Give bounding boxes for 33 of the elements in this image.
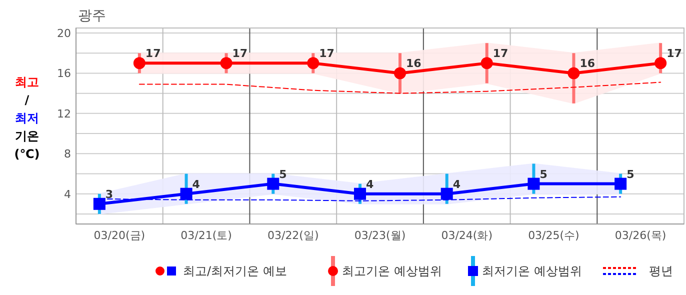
x-tick-label: 03/22(일) <box>267 229 319 242</box>
y-tick-label: 4 <box>64 188 71 201</box>
x-tick-label: 03/24(화) <box>441 229 493 242</box>
data-label: 17 <box>232 47 248 60</box>
y-tick-label: 8 <box>64 148 71 161</box>
y-axis-title: 최고/최저 기온 (℃) <box>14 75 40 161</box>
legend-label: 평년 <box>649 264 673 278</box>
x-tick-label: 03/26(목) <box>614 229 666 242</box>
y-tick-label: 16 <box>57 67 71 80</box>
chart-title: 광주 <box>78 8 106 24</box>
data-label: 16 <box>406 57 422 70</box>
x-tick-label: 03/25(수) <box>528 229 580 242</box>
data-label: 16 <box>580 57 596 70</box>
data-label: 17 <box>319 47 334 60</box>
data-label: 4 <box>366 178 374 191</box>
y-tick-label: 12 <box>57 107 71 120</box>
data-label: 5 <box>279 168 287 181</box>
data-label: 17 <box>492 47 508 60</box>
line-series <box>138 82 662 94</box>
data-label: 5 <box>626 168 634 181</box>
legend-title: 최고/최저기온 예보 <box>183 264 287 278</box>
data-label: 4 <box>452 178 461 191</box>
y-tick-label: 20 <box>57 27 71 40</box>
data-label: 4 <box>192 178 200 191</box>
legend-label: 최저기온 예상범위 <box>482 264 582 278</box>
legend-label: 최고기온 예상범위 <box>342 264 442 278</box>
data-label: 3 <box>105 188 114 201</box>
x-tick-label: 03/20(금) <box>94 229 146 242</box>
data-label: 17 <box>145 47 161 60</box>
x-tick-label: 03/23(월) <box>354 229 406 242</box>
data-label: 5 <box>540 168 548 181</box>
data-label: 17 <box>666 47 682 60</box>
x-tick-label: 03/21(토) <box>180 229 232 242</box>
